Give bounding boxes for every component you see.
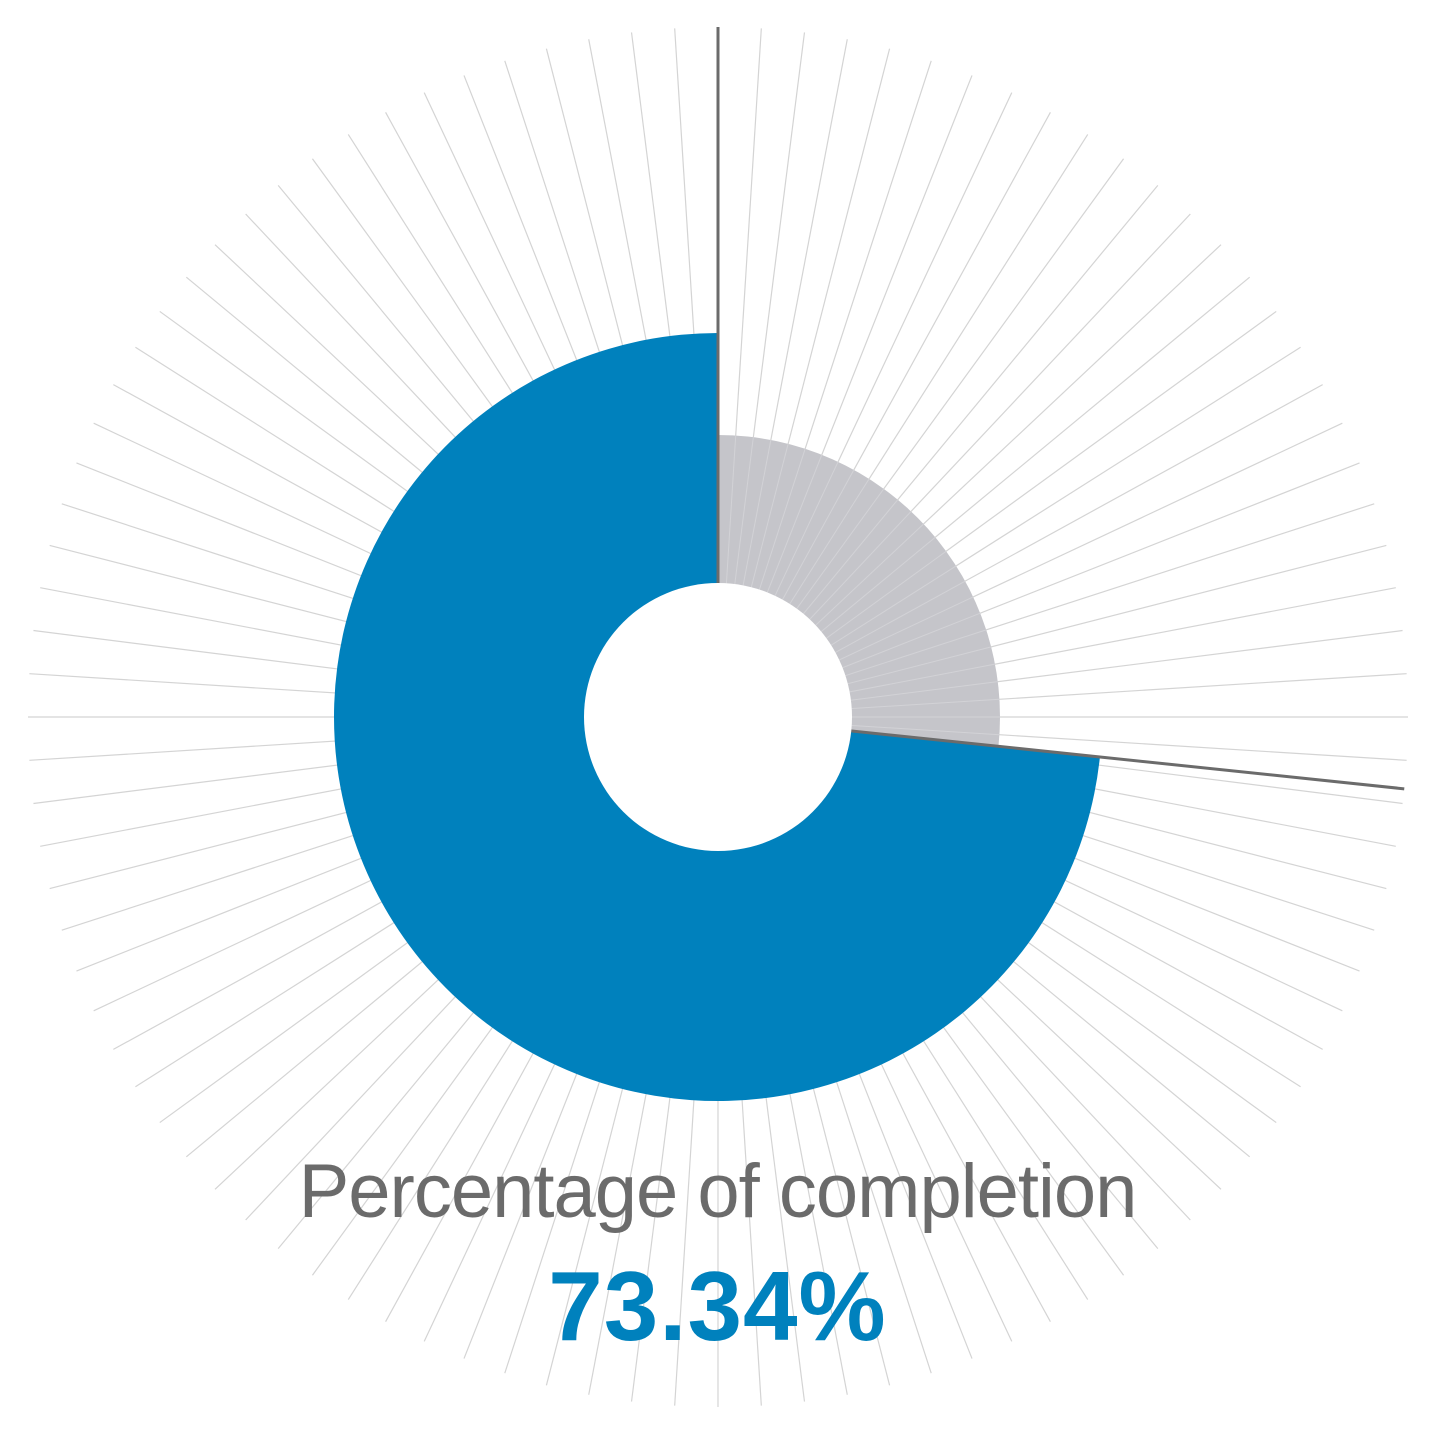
completion-percentage-value: 73.34% (548, 1251, 887, 1361)
donut-hole (584, 583, 852, 851)
chart-caption-label: Percentage of completion (298, 1149, 1138, 1234)
